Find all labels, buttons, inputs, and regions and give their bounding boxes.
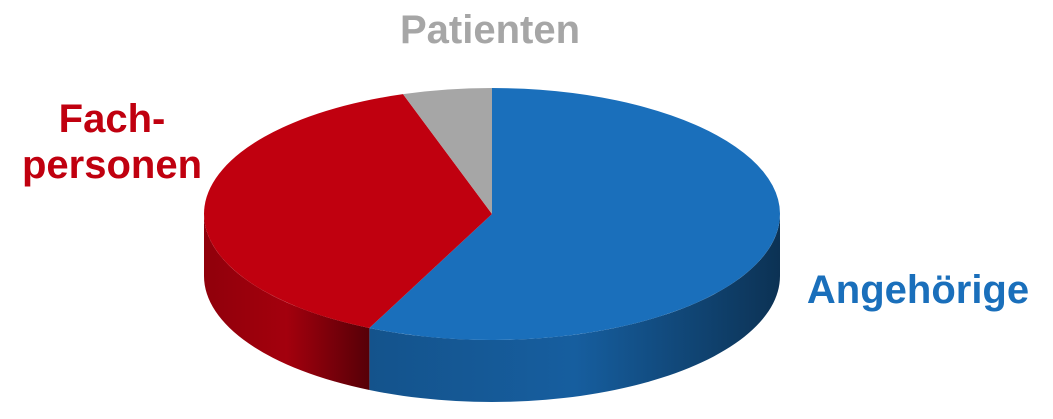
slice	[403, 88, 492, 214]
slice-label: Angehörige	[806, 268, 1030, 312]
slice-side	[203, 214, 370, 391]
slice	[203, 94, 492, 329]
slice-label: Patienten	[399, 8, 581, 52]
slice	[369, 88, 780, 340]
slice-side	[369, 214, 780, 402]
slice-label: Fach- personen	[21, 97, 203, 187]
